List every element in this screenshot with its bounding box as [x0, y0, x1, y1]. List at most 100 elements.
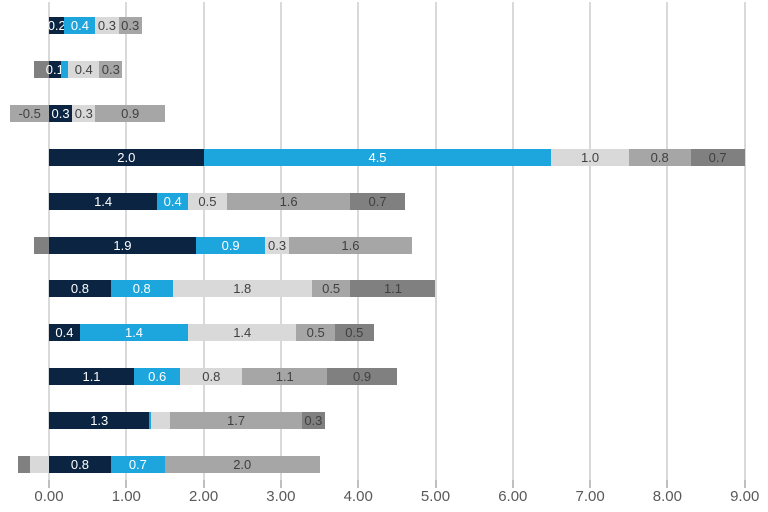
bar-segment-medium_gray: 1.1: [242, 368, 328, 386]
bar-segment-dark_gray: 1.1: [350, 280, 436, 298]
bar-segment-medium_gray: 1.6: [226, 192, 351, 210]
axis-tick: [125, 480, 128, 488]
segment-data-label: 0.7: [128, 457, 147, 472]
segment-data-label: 1.7: [227, 413, 246, 429]
segment-data-label: 1.3: [90, 413, 109, 429]
bar-segment-cyan: 4.5: [203, 148, 552, 166]
segment-data-label: 0.5: [322, 281, 341, 297]
bar-segment-medium_gray: 0.8: [628, 148, 691, 166]
segment-data-label: 0.8: [650, 149, 669, 165]
segment-data-label: 2.0: [117, 149, 136, 165]
segment-data-label: 0.8: [70, 281, 89, 297]
bar-segment-light_gray: 0.3: [72, 104, 96, 122]
bar-segment-navy: 0.1: [45, 60, 64, 78]
segment-data-label: 0.1: [45, 61, 64, 77]
bar-segment-cyan: 0.4: [64, 17, 96, 34]
gridline: [434, 2, 437, 480]
segment-data-label: 0.7: [368, 193, 387, 209]
segment-data-label: 0.3: [74, 105, 93, 121]
bar-segment-medium_gray: 0.5: [296, 324, 335, 342]
x-axis-tick-label: 6.00: [498, 488, 528, 505]
segment-data-label: 0.8: [132, 281, 151, 297]
axis-tick: [589, 480, 592, 488]
segment-data-label: 1.6: [279, 193, 298, 209]
gridline: [666, 2, 669, 480]
axis-tick: [666, 480, 669, 488]
segment-data-label: 1.6: [341, 237, 360, 253]
x-axis-tick-label: 5.00: [420, 488, 451, 505]
bar-segment-cyan: 0.7: [110, 456, 165, 473]
bar-segment-cyan: [60, 60, 69, 78]
bar-segment-light_gray: 1.8: [172, 280, 312, 298]
bar-segment-light_gray: 0.8: [180, 368, 243, 386]
bar-segment-medium_gray: 0.3: [118, 17, 142, 34]
bar-segment-cyan: [149, 412, 152, 430]
segment-data-label: 0.3: [121, 18, 140, 33]
bar-segment-navy: 1.1: [49, 368, 135, 386]
bar-segment-cyan: 0.6: [134, 368, 181, 386]
bar-segment-medium_gray: 1.6: [288, 236, 413, 254]
bar-segment-medium_gray: 2.0: [164, 456, 320, 473]
segment-data-label: 0.6: [148, 369, 167, 385]
bar-segment-dark_gray: 0.3: [301, 412, 325, 430]
bar-segment-medium_gray: -0.5: [10, 104, 49, 122]
segment-data-label: 0.5: [345, 325, 364, 341]
bar-segment-navy: 0.3: [49, 104, 73, 122]
bar-segment-dark_gray: [33, 236, 49, 254]
segment-data-label: 0.3: [304, 413, 323, 429]
x-axis-tick-label: 2.00: [188, 488, 219, 505]
axis-tick: [48, 480, 50, 488]
bar-segment-cyan: 1.4: [79, 324, 189, 342]
bar-segment-dark_gray: 0.9: [327, 368, 397, 386]
segment-data-label: 0.7: [708, 149, 727, 165]
x-axis-tick-label: 3.00: [266, 488, 296, 505]
segment-data-label: 0.8: [202, 369, 221, 385]
bar-segment-light_gray: 0.3: [95, 17, 119, 34]
segment-data-label: 4.5: [368, 149, 387, 165]
bar-segment-medium_gray: 0.9: [95, 104, 165, 122]
bar-segment-light_gray: 0.4: [68, 60, 100, 78]
segment-data-label: 1.1: [275, 369, 294, 385]
bar-segment-medium_gray: 0.5: [311, 280, 351, 298]
segment-data-label: 1.1: [383, 281, 403, 297]
bar-segment-medium_gray: 1.7: [170, 412, 302, 430]
segment-data-label: 0.5: [198, 193, 217, 209]
bar-segment-light_gray: [151, 412, 171, 430]
bar-segment-dark_gray: 0.7: [350, 192, 405, 210]
segment-data-label: 0.9: [353, 369, 372, 385]
bar-segment-dark_gray: 0.5: [335, 324, 374, 342]
x-axis-tick-label: 7.00: [575, 488, 605, 505]
x-axis-tick-label: 1.00: [111, 488, 141, 505]
bar-segment-medium_gray: 0.3: [99, 60, 123, 78]
bar-segment-cyan: 0.4: [157, 192, 189, 210]
x-axis-tick-label: 4.00: [343, 488, 373, 505]
segment-data-label: 0.5: [306, 325, 325, 341]
axis-tick: [279, 480, 282, 488]
x-axis-tick-label: 0.00: [34, 488, 64, 505]
segment-data-label: 0.4: [74, 61, 93, 77]
bar-segment-light_gray: 0.5: [188, 192, 227, 210]
gridline: [589, 2, 592, 480]
bar-segment-navy: 0.2: [48, 17, 66, 34]
segment-data-label: 1.0: [581, 149, 600, 165]
axis-tick: [743, 480, 746, 488]
bar-segment-dark_gray: [33, 60, 49, 78]
segment-data-label: 1.4: [94, 193, 113, 209]
bar-segment-navy: 2.0: [49, 148, 204, 166]
axis-tick: [357, 480, 360, 488]
segment-data-label: -0.5: [18, 105, 41, 121]
segment-data-label: 1.4: [233, 325, 252, 341]
segment-data-label: 0.4: [70, 18, 89, 33]
bar-segment-dark_gray: [18, 456, 30, 473]
gridline: [511, 2, 514, 480]
segment-data-label: 0.9: [221, 237, 240, 253]
bar-segment-navy: 0.8: [49, 280, 111, 298]
axis-tick: [511, 480, 514, 488]
x-axis-tick-label: 8.00: [652, 488, 682, 505]
bar-segment-navy: 1.9: [49, 236, 196, 254]
segment-data-label: 0.8: [70, 457, 89, 472]
x-axis-tick-label: 9.00: [730, 488, 760, 505]
bar-segment-cyan: 0.8: [110, 280, 173, 298]
bar-segment-dark_gray: 0.7: [690, 148, 745, 166]
axis-tick: [434, 480, 437, 488]
